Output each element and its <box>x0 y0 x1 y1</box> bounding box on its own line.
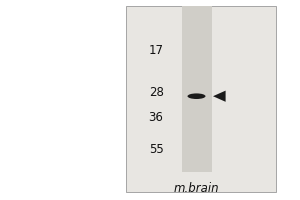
Text: 55: 55 <box>149 143 164 156</box>
Text: 17: 17 <box>148 44 164 57</box>
Ellipse shape <box>188 93 206 99</box>
Bar <box>126 6 276 192</box>
Text: 28: 28 <box>148 86 164 99</box>
Bar <box>182 6 212 172</box>
Text: 36: 36 <box>148 111 164 124</box>
Text: m.brain: m.brain <box>174 182 219 195</box>
Polygon shape <box>213 91 226 102</box>
